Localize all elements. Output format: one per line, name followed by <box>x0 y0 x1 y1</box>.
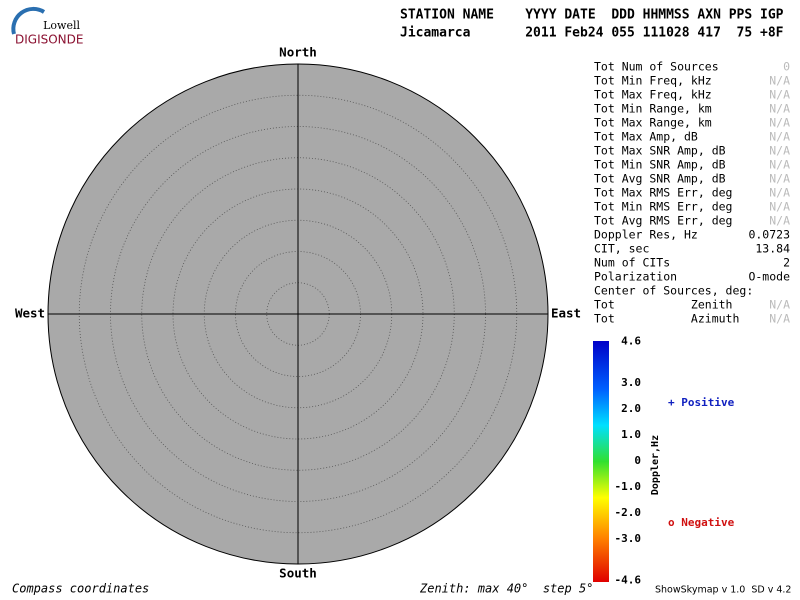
stat-label: Tot Avg RMS Err, deg <box>594 214 732 228</box>
stat-label: Tot Max Amp, dB <box>594 130 698 144</box>
colorbar-label: Doppler,Hz <box>650 435 661 495</box>
stat-value: N/A <box>769 116 790 130</box>
colorbar-tick: 2.0 <box>621 402 641 415</box>
stat-label: Tot Min SNR Amp, dB <box>594 158 726 172</box>
compass-label: West <box>15 306 45 321</box>
header-line: Jicamarca 2011 Feb24 055 111028 417 75 +… <box>400 26 784 41</box>
colorbar-tick: -3.0 <box>615 532 642 545</box>
stat-value: 0.0723 <box>748 228 790 242</box>
legend-positive: + Positive <box>668 396 735 409</box>
stat-label: Num of CITs <box>594 256 670 270</box>
stat-label: Tot Max RMS Err, deg <box>594 186 732 200</box>
footer-left: Compass coordinates <box>12 582 149 596</box>
stat-value: N/A <box>769 102 790 116</box>
stat-value: N/A <box>769 74 790 88</box>
logo-bottom: DIGISONDE <box>15 33 83 47</box>
colorbar-tick: 0 <box>634 454 641 467</box>
compass-label: South <box>279 566 317 581</box>
stat-value: N/A <box>769 186 790 200</box>
stat-value: N/A <box>769 298 790 312</box>
colorbar <box>593 341 609 582</box>
header-line: STATION NAME YYYY DATE DDD HHMMSS AXN PP… <box>400 8 784 23</box>
stat-label: Tot Min Freq, kHz <box>594 74 712 88</box>
colorbar-tick: 4.6 <box>621 334 641 347</box>
footer-right: ShowSkymap v 1.0 SD v 4.2 <box>655 585 791 596</box>
logo-arc <box>11 6 46 35</box>
stat-label: Polarization <box>594 270 677 284</box>
stat-value: N/A <box>769 214 790 228</box>
stat-label: Tot Azimuth <box>594 312 739 326</box>
stat-value: 13.84 <box>755 242 790 256</box>
colorbar-tick: -1.0 <box>615 480 642 493</box>
stat-value: N/A <box>769 172 790 186</box>
stat-label: Tot Min RMS Err, deg <box>594 200 732 214</box>
stat-value: N/A <box>769 200 790 214</box>
stat-label: CIT, sec <box>594 242 649 256</box>
stat-label: Tot Num of Sources <box>594 60 719 74</box>
stat-label: Tot Zenith <box>594 298 732 312</box>
stat-value: N/A <box>769 88 790 102</box>
stat-label: Tot Avg SNR Amp, dB <box>594 172 726 186</box>
compass-label: East <box>551 306 581 321</box>
stat-value: N/A <box>769 158 790 172</box>
legend-negative: o Negative <box>668 516 735 529</box>
stat-label: Tot Min Range, km <box>594 102 712 116</box>
stat-value: N/A <box>769 312 790 326</box>
colorbar-tick: 1.0 <box>621 428 641 441</box>
stat-value: N/A <box>769 130 790 144</box>
stat-value: N/A <box>769 144 790 158</box>
stat-label: Tot Max Freq, kHz <box>594 88 712 102</box>
logo-top: Lowell <box>43 19 80 32</box>
colorbar-tick: 3.0 <box>621 376 641 389</box>
compass-label: North <box>279 45 317 60</box>
stat-value: 0 <box>783 60 790 74</box>
stat-label: Tot Max Range, km <box>594 116 712 130</box>
stat-label: Center of Sources, deg: <box>594 284 753 298</box>
stat-label: Doppler Res, Hz <box>594 228 698 242</box>
colorbar-tick: -4.6 <box>615 574 642 587</box>
stat-value: 2 <box>783 256 790 270</box>
footer-middle: Zenith: max 40° step 5° <box>419 582 593 596</box>
colorbar-tick: -2.0 <box>615 506 642 519</box>
stat-label: Tot Max SNR Amp, dB <box>594 144 726 158</box>
stat-value: O-mode <box>748 270 790 284</box>
